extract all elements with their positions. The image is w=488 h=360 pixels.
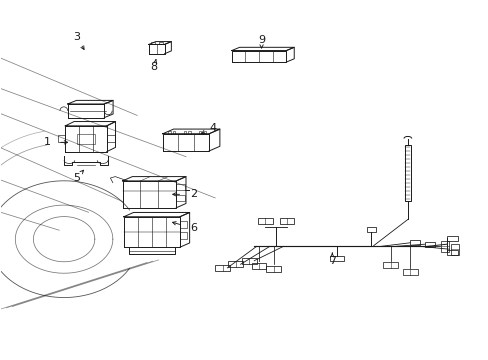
Bar [409, 240, 419, 245]
Bar [242, 258, 256, 264]
Text: 4: 4 [209, 123, 216, 133]
Bar [424, 242, 434, 247]
Text: 2: 2 [189, 189, 197, 199]
Text: 7: 7 [328, 256, 335, 266]
Bar [383, 262, 397, 268]
Bar [77, 134, 95, 144]
Bar [228, 261, 243, 267]
Bar [251, 263, 266, 269]
Text: 8: 8 [150, 62, 158, 72]
Bar [447, 236, 457, 241]
Bar [441, 241, 448, 252]
Bar [180, 221, 187, 228]
Bar [188, 131, 190, 134]
Bar [279, 218, 294, 224]
Bar [203, 131, 206, 134]
Bar [215, 265, 229, 271]
Bar [450, 244, 458, 255]
Bar [366, 226, 375, 231]
Text: 1: 1 [43, 138, 50, 147]
Bar [330, 256, 343, 261]
Bar [173, 131, 175, 134]
Bar [151, 42, 155, 44]
Text: 9: 9 [258, 35, 264, 45]
Bar [258, 218, 272, 224]
Text: 6: 6 [189, 224, 196, 233]
Bar [176, 195, 184, 201]
Bar [158, 42, 162, 44]
Bar [447, 249, 457, 255]
Bar [266, 266, 281, 272]
Text: 5: 5 [73, 173, 80, 183]
Bar [402, 269, 417, 275]
Bar [404, 145, 410, 201]
Bar [180, 232, 187, 239]
Bar [199, 131, 201, 134]
Bar [183, 131, 185, 134]
Bar [176, 184, 184, 190]
Text: 3: 3 [73, 32, 80, 41]
Bar [168, 131, 170, 134]
